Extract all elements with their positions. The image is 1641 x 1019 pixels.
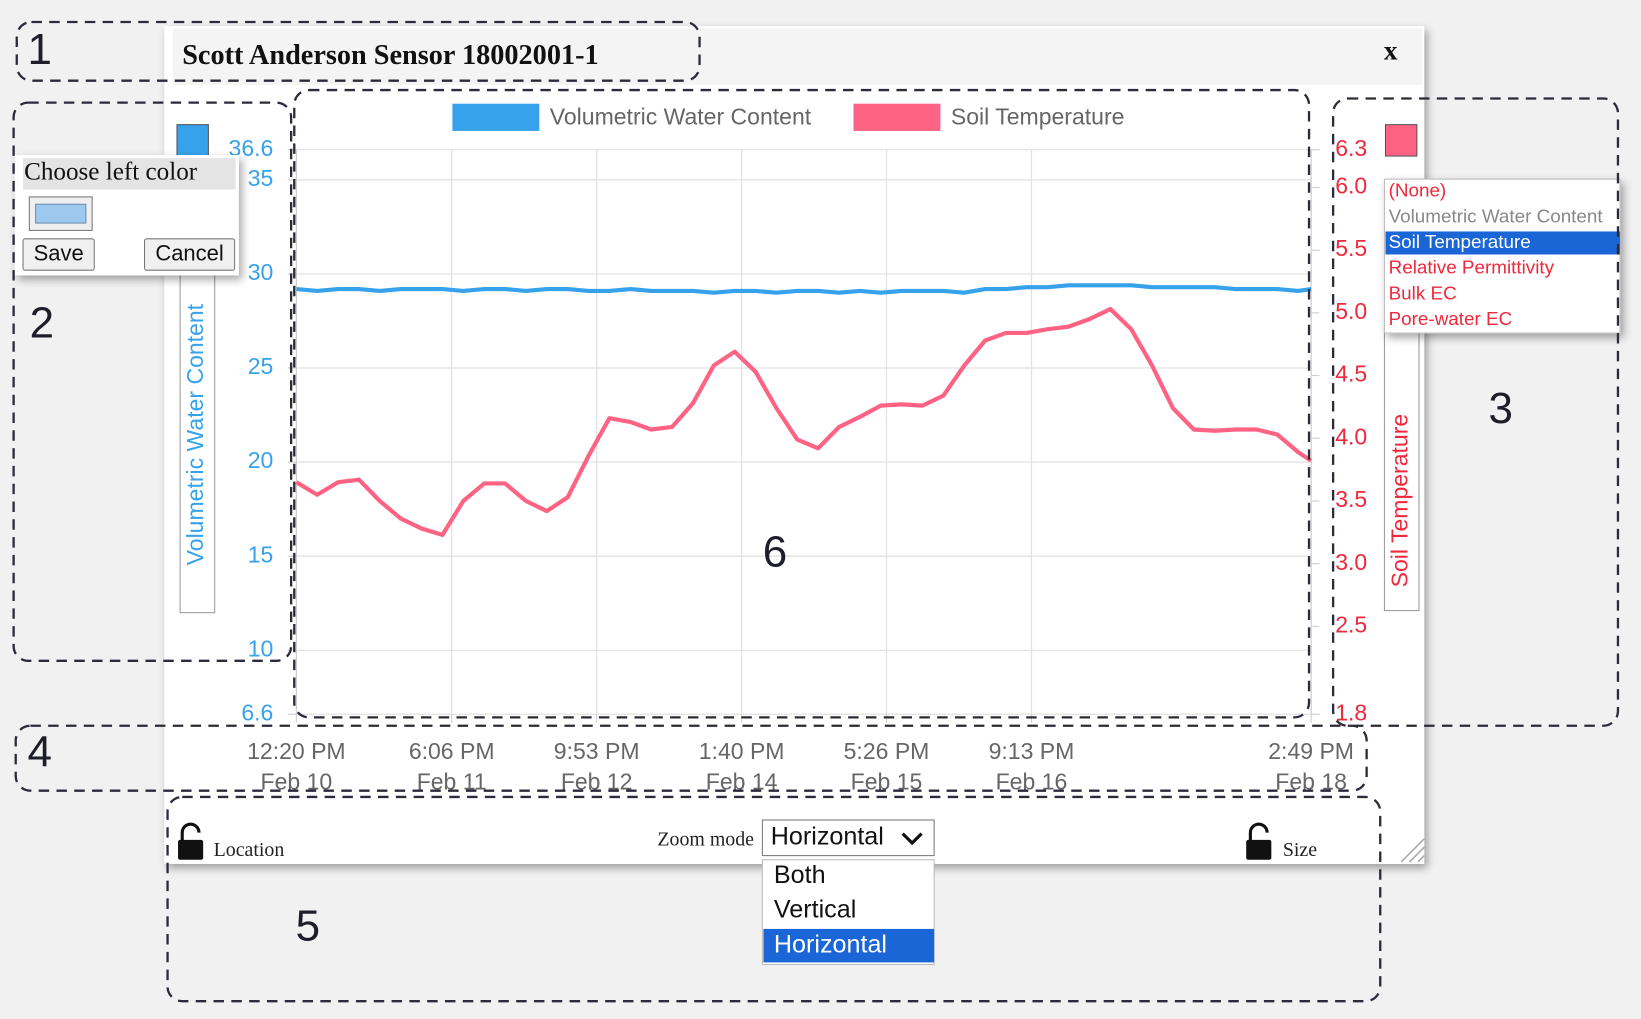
right-color-button[interactable]: [1384, 124, 1418, 157]
save-button[interactable]: [22, 238, 95, 271]
series-menu: (None) Volumetric Water Content Soil Tempe…: [1383, 178, 1621, 334]
series-option[interactable]: Bulk EC: [1389, 282, 1457, 303]
color-picker-title: Choose left color: [24, 159, 198, 186]
annotation-number: 3: [1488, 384, 1512, 433]
zoom-option[interactable]: Vertical: [774, 896, 856, 924]
y2-tick-label: 4.5: [1335, 361, 1367, 387]
legend-label: Soil Temperature: [951, 103, 1125, 129]
y2-tick-label: 3.0: [1335, 549, 1367, 575]
annotation-box: [1331, 97, 1620, 727]
y2-tick-label: 4.0: [1335, 423, 1367, 449]
annotation-number: 1: [28, 25, 52, 74]
zoom-option-highlight: [763, 928, 935, 963]
zoom-option[interactable]: Both: [774, 861, 826, 889]
annotation-box: [293, 88, 1311, 719]
zoom-chevron: [901, 832, 923, 846]
dialog: [164, 26, 1425, 864]
annotation-number: 6: [763, 528, 787, 577]
y2-tick-label: 6.0: [1335, 172, 1367, 198]
series-menu-panel: [1383, 178, 1621, 334]
zoom-option[interactable]: Horizontal: [774, 930, 887, 958]
series-option[interactable]: (None): [1389, 180, 1447, 201]
series-option[interactable]: Soil Temperature: [1389, 231, 1531, 252]
close-button[interactable]: x: [1384, 36, 1398, 66]
annotation-box: [14, 724, 1368, 792]
save-button-label: Save: [34, 240, 84, 265]
y2-tick-label: 5.0: [1335, 298, 1367, 324]
color-picker: Choose left color Save Cancel: [14, 155, 239, 276]
y2-tick-label: 6.3: [1335, 135, 1367, 161]
location-lock-icon[interactable]: [180, 822, 201, 841]
resize-grip[interactable]: [1400, 838, 1425, 863]
color-input-swatch: [35, 203, 87, 224]
annotation-number: 4: [28, 728, 52, 777]
annotation-box: [12, 101, 293, 662]
series-option[interactable]: Volumetric Water Content: [1389, 205, 1604, 226]
y-tick-label: 10: [248, 635, 274, 661]
color-picker-header: [23, 158, 236, 190]
size-label: Size: [1283, 839, 1317, 861]
annotations: 1 2 3 4 5 6: [12, 20, 1620, 1003]
x-tick-label: 6:06 PM Feb 11: [409, 738, 495, 794]
line-series: [296, 283, 1312, 295]
size-lock-body: [1246, 839, 1272, 860]
legend-swatch: [452, 103, 540, 131]
series-option-highlight: [1385, 231, 1621, 255]
y-tick-label: 6.6: [241, 699, 273, 725]
y2-axis-label: Soil Temperature: [1386, 414, 1412, 588]
y-tick-label: 20: [248, 447, 274, 473]
zoom-select-value: Horizontal: [771, 822, 884, 850]
size-lock-icon[interactable]: [1248, 822, 1269, 841]
annotation-number: 5: [296, 902, 320, 951]
cancel-button-label: Cancel: [155, 240, 223, 265]
cancel-button[interactable]: [143, 238, 236, 271]
y-tick-label: 30: [248, 259, 274, 285]
x-tick-label: 5:26 PM Feb 15: [844, 738, 930, 794]
zoom-label: Zoom mode: [657, 829, 754, 851]
y2-tick-label: 5.5: [1335, 235, 1367, 261]
series-option[interactable]: Relative Permittivity: [1389, 257, 1555, 278]
left-axis-label-box[interactable]: [179, 253, 216, 614]
y2-tick-label: 2.5: [1335, 612, 1367, 638]
annotation-number: 2: [30, 298, 54, 347]
series-option[interactable]: Pore-water EC: [1389, 308, 1513, 329]
y2-tick-label: 1.8: [1335, 699, 1367, 725]
y2-tick-label: 3.5: [1335, 486, 1367, 512]
annotation-box: [166, 795, 1382, 1003]
y-axis-label: Volumetric Water Content: [182, 303, 208, 565]
y-tick-label: 35: [248, 165, 274, 191]
right-axis-label-box[interactable]: [1383, 327, 1420, 612]
y-tick-label: 15: [248, 541, 274, 567]
y-tick-label: 25: [248, 353, 274, 379]
title-bar: [172, 28, 1423, 85]
footer: Location Zoom mode Horizontal Both Vertic…: [178, 819, 1317, 966]
annotation-box: [15, 20, 701, 82]
location-lock-body: [178, 839, 204, 860]
dialog-title: Scott Anderson Sensor 18002001-1: [182, 40, 598, 71]
legend-swatch: [853, 103, 941, 131]
legend-label: Volumetric Water Content: [550, 103, 812, 129]
line-series: [295, 306, 1313, 537]
left-color-button[interactable]: [176, 124, 209, 157]
location-label: Location: [214, 839, 285, 861]
